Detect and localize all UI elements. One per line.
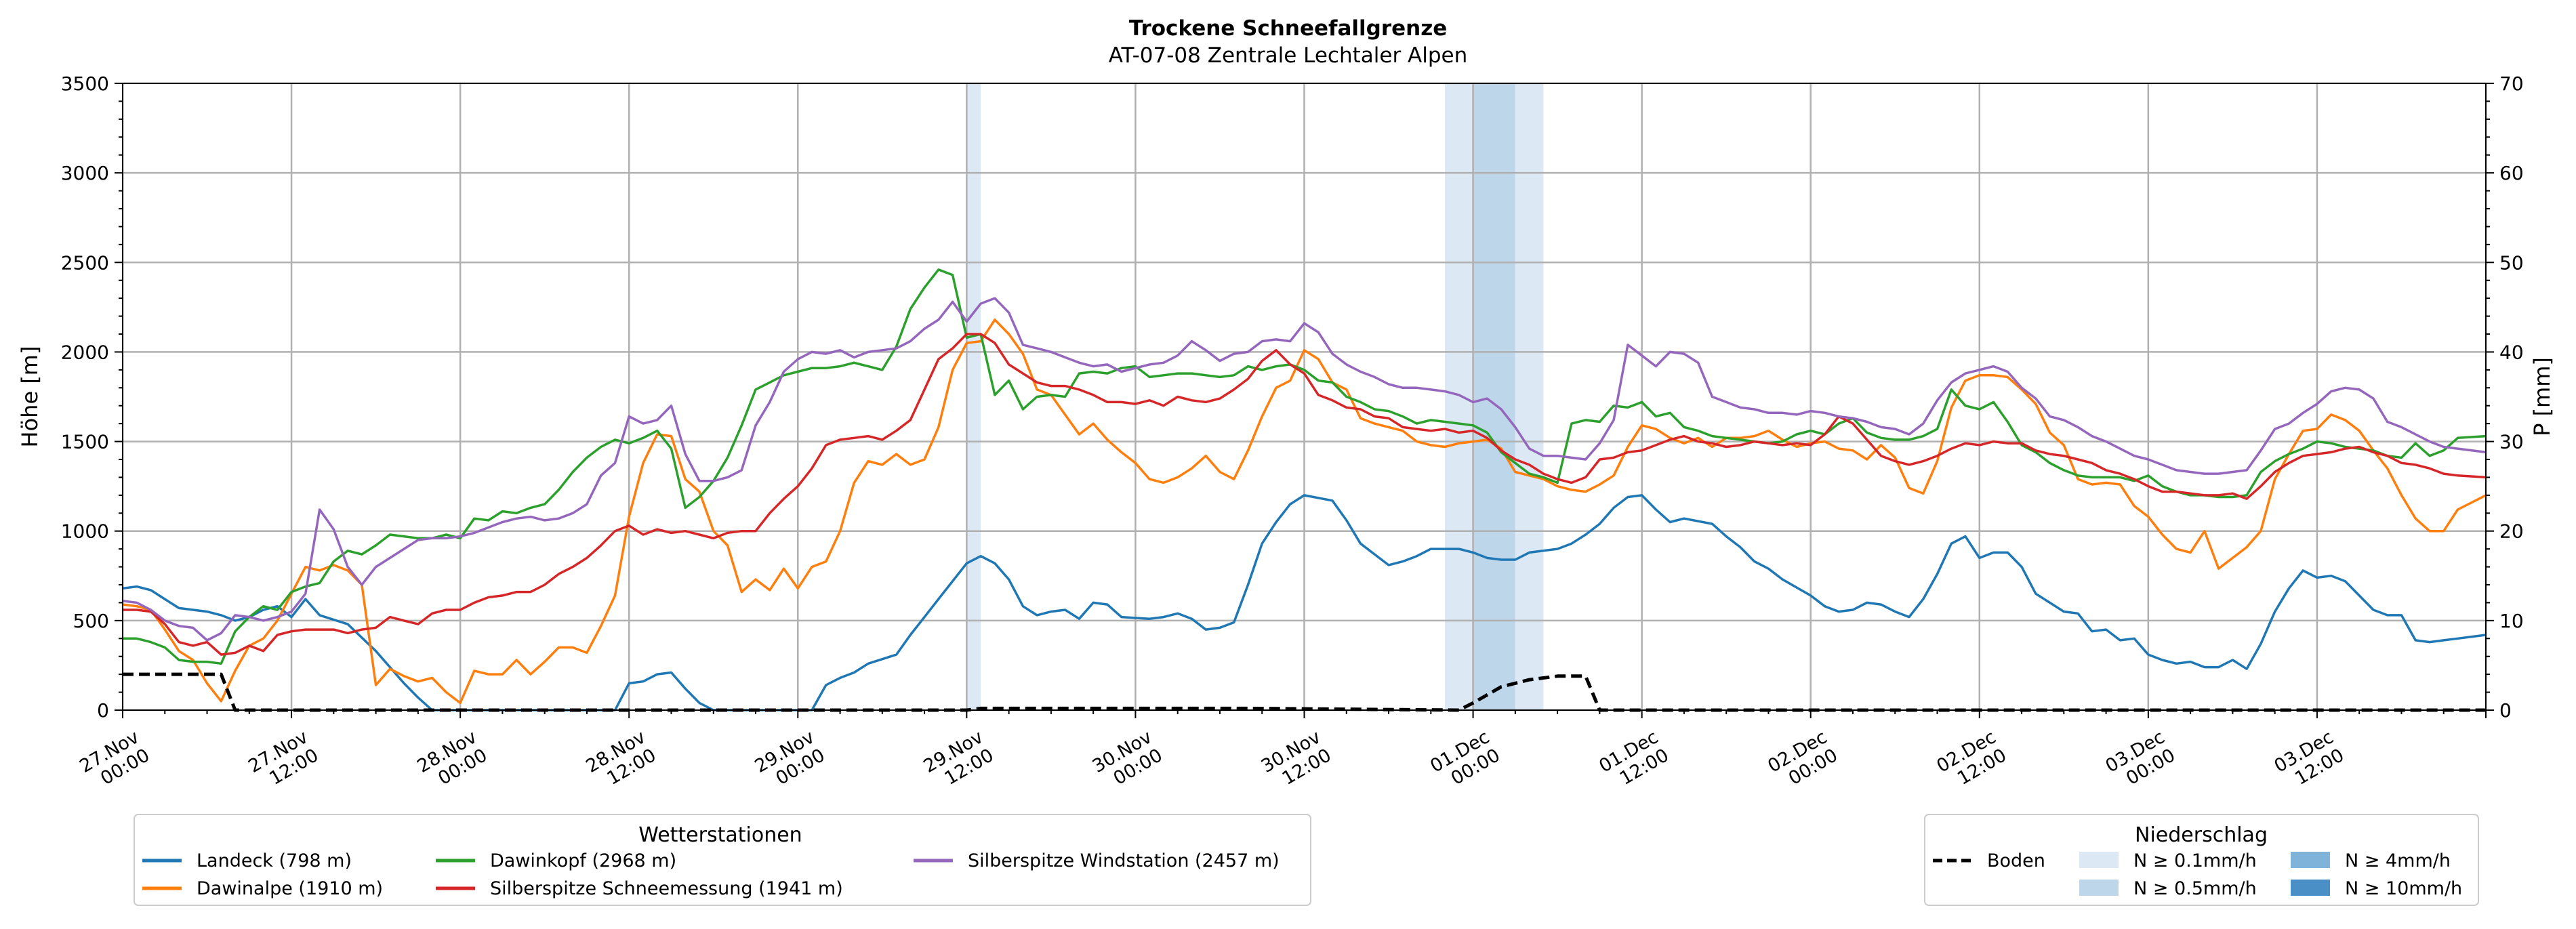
y-tick-label: 0 xyxy=(97,699,109,722)
y-tick-label: 2500 xyxy=(61,251,109,274)
x-tick-label: 29.Nov00:00 xyxy=(752,726,829,796)
x-tick-label: 28.Nov00:00 xyxy=(413,726,491,796)
legend-swatch-n-0-5mm-h xyxy=(2079,880,2119,896)
legend-label-n-4mm-h: N ≥ 4mm/h xyxy=(2345,850,2451,871)
x-tick-label: 28.Nov12:00 xyxy=(583,726,660,796)
x-tick-label: 02.Dec00:00 xyxy=(1764,726,1841,795)
legends: Wetterstationen Landeck (798 m) Dawinalpe … xyxy=(134,814,2479,906)
legend-label-dawinkopf-2968-m: Dawinkopf (2968 m) xyxy=(490,850,676,871)
x-tick-label: 03.Dec00:00 xyxy=(2102,726,2179,795)
grid-lines xyxy=(121,82,2486,711)
y-axis-label: Höhe [m] xyxy=(17,346,43,448)
precip-band-1 xyxy=(1445,83,1473,710)
legend-swatch-n-10mm-h xyxy=(2291,880,2330,896)
legend-label-n-0-1mm-h: N ≥ 0.1mm/h xyxy=(2133,850,2257,871)
precip-band-2 xyxy=(1473,83,1515,710)
y2-tick-label: 0 xyxy=(2499,699,2512,722)
x-tick-label: 27.Nov00:00 xyxy=(76,726,153,796)
legend-label-boden: Boden xyxy=(1987,850,2045,871)
precipitation-bands xyxy=(966,83,1544,710)
y-tick-label: 2000 xyxy=(61,341,109,363)
series-line-silberspitze-schneemessung-1941-m xyxy=(123,333,2487,656)
precip-band-0 xyxy=(966,83,981,710)
legend-label-silberspitze-windstation-2457-m: Silberspitze Windstation (2457 m) xyxy=(968,850,1280,871)
precip-band-3 xyxy=(1515,83,1544,710)
legend-stations-box xyxy=(134,814,1311,906)
legend-label-landeck-798-m: Landeck (798 m) xyxy=(197,850,352,871)
x-tick-label: 03.Dec12:00 xyxy=(2271,726,2348,795)
legend-label-silberspitze-schneemessung-1941-m: Silberspitze Schneemessung (1941 m) xyxy=(490,878,843,899)
legend-precip-title: Niederschlag xyxy=(2135,823,2268,847)
y-tick-label: 3000 xyxy=(61,162,109,184)
chart-subtitle: AT-07-08 Zentrale Lechtaler Alpen xyxy=(1108,43,1468,68)
y2-tick-label: 10 xyxy=(2499,610,2524,632)
x-tick-label: 27.Nov12:00 xyxy=(245,726,322,796)
legend-precip-box xyxy=(1924,814,2479,906)
series-line-dawinkopf-2968-m xyxy=(123,268,2487,665)
x-tick-label: 29.Nov12:00 xyxy=(920,726,998,796)
legend-swatch-n-0-1mm-h xyxy=(2079,852,2119,868)
legend-stations-title: Wetterstationen xyxy=(638,823,802,847)
y-tick-label: 1000 xyxy=(61,520,109,543)
y2-tick-label: 60 xyxy=(2499,162,2524,184)
axes: 27.Nov00:00 27.Nov12:00 28.Nov00:00 28.Nov1… xyxy=(17,73,2555,796)
y-tick-label: 3500 xyxy=(61,73,109,95)
y2-tick-label: 40 xyxy=(2499,341,2524,363)
x-tick-label: 01.Dec00:00 xyxy=(1427,726,1503,795)
series-line-dawinalpe-1910-m xyxy=(122,318,2487,705)
x-tick-label: 30.Nov00:00 xyxy=(1089,726,1166,796)
legend-swatch-n-4mm-h xyxy=(2291,852,2330,868)
y2-tick-label: 70 xyxy=(2499,73,2524,95)
y-tick-label: 500 xyxy=(73,610,109,632)
y-tick-label: 1500 xyxy=(61,431,109,453)
y2-tick-label: 20 xyxy=(2499,520,2524,543)
legend-label-n-10mm-h: N ≥ 10mm/h xyxy=(2345,878,2462,899)
legend-label-dawinalpe-1910-m: Dawinalpe (1910 m) xyxy=(197,878,383,899)
series-line-silberspitze-windstation-2457-m xyxy=(122,297,2487,642)
x-tick-label: 01.Dec12:00 xyxy=(1595,726,1672,795)
x-tick-label: 30.Nov12:00 xyxy=(1258,726,1335,796)
y2-tick-label: 50 xyxy=(2499,251,2524,274)
x-tick-label: 02.Dec12:00 xyxy=(1934,726,2010,795)
y2-tick-label: 30 xyxy=(2499,431,2524,453)
y2-axis-label: P [mm] xyxy=(2529,357,2555,436)
legend-label-n-0-5mm-h: N ≥ 0.5mm/h xyxy=(2133,878,2257,899)
series-line-landeck-798-m xyxy=(122,494,2487,711)
chart-title: Trockene Schneefallgrenze xyxy=(1128,16,1448,41)
